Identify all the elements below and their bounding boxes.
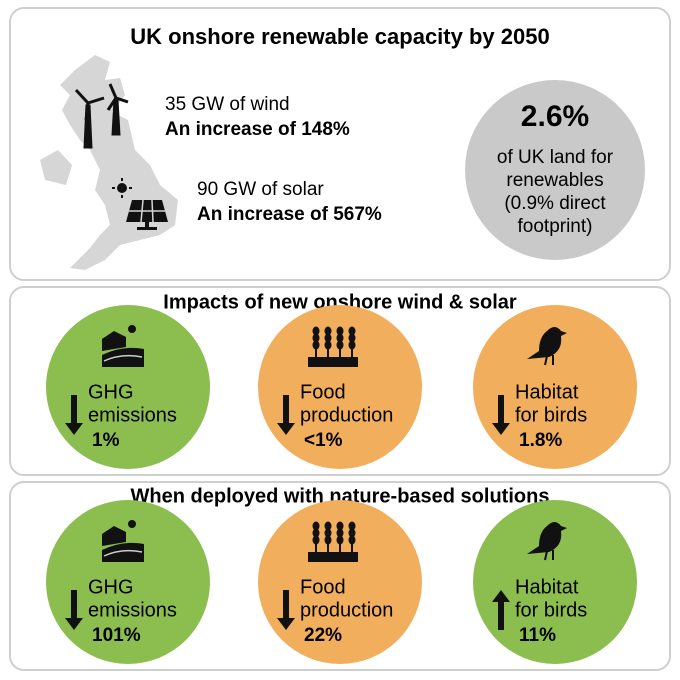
icon xyxy=(336,521,344,531)
icon xyxy=(336,333,344,343)
impact-label: Habitat xyxy=(515,576,579,598)
icon xyxy=(324,340,332,350)
wind-increase: An increase of 148% xyxy=(165,119,350,140)
impact-label: emissions xyxy=(88,599,177,621)
icon xyxy=(324,528,332,538)
impact-circle xyxy=(258,500,422,664)
impact-circle xyxy=(46,305,210,469)
icon xyxy=(348,326,356,336)
icon xyxy=(312,340,320,350)
icon xyxy=(312,521,320,531)
icon xyxy=(336,535,344,545)
direction-arrow xyxy=(277,395,295,435)
impact-circle xyxy=(46,500,210,664)
impact-circle xyxy=(258,305,422,469)
icon xyxy=(103,354,143,362)
icon xyxy=(324,535,332,545)
impact-label: GHG xyxy=(88,576,134,598)
land-text: of UK land for xyxy=(497,147,614,168)
panel-title: UK onshore renewable capacity by 2050 xyxy=(130,24,549,49)
icon xyxy=(324,521,332,531)
impact-label: Habitat xyxy=(515,381,579,403)
direction-arrow xyxy=(65,590,83,630)
impact-value: 22% xyxy=(304,625,342,646)
icon xyxy=(336,326,344,336)
impact-item xyxy=(473,305,637,469)
impact-value: <1% xyxy=(304,430,343,451)
solar-increase: An increase of 567% xyxy=(197,204,382,225)
land-value: 2.6% xyxy=(521,100,589,133)
impact-label: Food xyxy=(300,576,346,598)
impact-label: production xyxy=(300,599,393,621)
impact-value: 11% xyxy=(519,625,556,646)
impact-label: for birds xyxy=(515,599,587,621)
land-text: footprint) xyxy=(518,216,593,237)
icon xyxy=(527,522,567,554)
impact-item xyxy=(258,500,422,664)
icon xyxy=(348,528,356,538)
impact-value: 101% xyxy=(92,625,141,646)
icon xyxy=(308,552,358,562)
solar-amount: 90 GW of solar xyxy=(197,179,324,200)
direction-arrow xyxy=(492,395,510,435)
icon xyxy=(128,325,136,333)
icon xyxy=(103,549,143,557)
impact-item xyxy=(473,500,637,664)
icon xyxy=(336,340,344,350)
icon xyxy=(324,326,332,336)
panel-title: Impacts of new onshore wind & solar xyxy=(163,291,517,313)
land-text: (0.9% direct xyxy=(504,193,606,214)
wind-icon xyxy=(74,83,129,149)
impact-value: 1.8% xyxy=(519,430,562,451)
icon xyxy=(527,327,567,359)
icon xyxy=(348,535,356,545)
icon xyxy=(102,331,126,351)
icon xyxy=(348,521,356,531)
impact-circle xyxy=(473,305,637,469)
icon xyxy=(312,333,320,343)
direction-arrow xyxy=(492,590,510,630)
impact-label: for birds xyxy=(515,404,587,426)
icon xyxy=(544,550,548,561)
panel-title: When deployed with nature-based solution… xyxy=(131,485,550,507)
icon xyxy=(102,542,144,562)
solar-icon xyxy=(112,178,168,230)
impact-label: Food xyxy=(300,381,346,403)
icon xyxy=(312,535,320,545)
direction-arrow xyxy=(65,395,83,435)
land-circle xyxy=(465,80,645,260)
icon xyxy=(102,526,126,546)
icon xyxy=(312,326,320,336)
wind-amount: 35 GW of wind xyxy=(165,94,290,115)
impact-label: production xyxy=(300,404,393,426)
icon xyxy=(348,340,356,350)
impact-circle xyxy=(473,500,637,664)
icon xyxy=(336,528,344,538)
icon xyxy=(308,357,358,367)
icon xyxy=(102,347,144,367)
impact-item xyxy=(258,305,422,469)
icon xyxy=(324,333,332,343)
icon xyxy=(544,355,548,366)
icon xyxy=(312,528,320,538)
impact-label: emissions xyxy=(88,404,177,426)
impact-label: GHG xyxy=(88,381,134,403)
land-text: renewables xyxy=(506,170,603,191)
impact-item xyxy=(46,500,210,664)
direction-arrow xyxy=(277,590,295,630)
icon xyxy=(348,333,356,343)
impact-item xyxy=(46,305,210,469)
impact-value: 1% xyxy=(92,430,120,451)
icon xyxy=(128,520,136,528)
